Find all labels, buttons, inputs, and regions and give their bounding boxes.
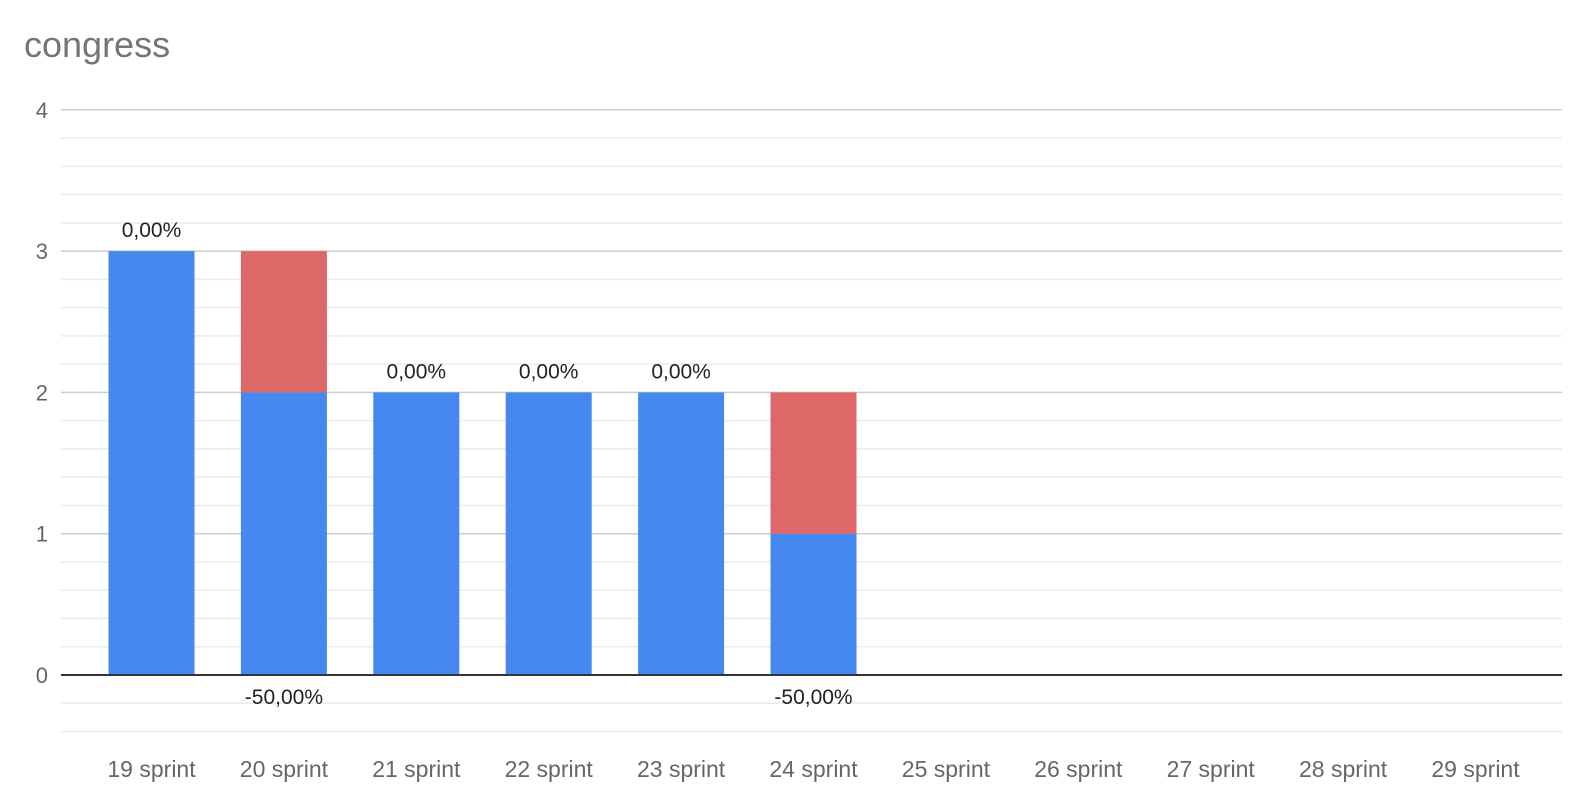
bar-segment-blue [373, 392, 460, 675]
bar-layer [108, 251, 857, 675]
x-tick-label: 22 sprint [505, 756, 594, 782]
bar-segment-blue [638, 392, 725, 675]
data-label: 0,00% [122, 219, 182, 242]
x-tick-label: 28 sprint [1299, 756, 1388, 782]
y-tick-label: 4 [36, 98, 48, 123]
label-layer: 0 1 2 3 4 19 sprint 20 sprint 21 sprint 22 sprin… [36, 98, 1520, 782]
data-label: -50,00% [245, 686, 323, 709]
chart-title: congress [24, 24, 171, 65]
bar-segment-red [770, 392, 857, 534]
y-tick-label: 2 [36, 380, 48, 405]
data-label: 0,00% [387, 360, 447, 383]
bar-segment-blue [505, 392, 592, 675]
x-tick-label: 24 sprint [769, 756, 858, 782]
x-tick-label: 20 sprint [240, 756, 329, 782]
y-tick-label: 1 [36, 522, 48, 547]
data-label: 0,00% [519, 360, 579, 383]
bar-segment-blue [240, 392, 327, 675]
y-tick-label: 0 [36, 663, 48, 688]
x-tick-label: 29 sprint [1431, 756, 1520, 782]
data-label: 0,00% [651, 360, 711, 383]
x-tick-label: 21 sprint [372, 756, 461, 782]
bar-segment-blue [108, 251, 195, 675]
x-tick-label: 25 sprint [902, 756, 991, 782]
data-label: -50,00% [774, 686, 852, 709]
x-tick-label: 23 sprint [637, 756, 726, 782]
bar-segment-red [240, 251, 327, 393]
x-tick-label: 26 sprint [1034, 756, 1123, 782]
bar-segment-blue [770, 533, 857, 675]
x-tick-label: 27 sprint [1167, 756, 1256, 782]
x-tick-label: 19 sprint [107, 756, 196, 782]
y-tick-label: 3 [36, 239, 48, 264]
